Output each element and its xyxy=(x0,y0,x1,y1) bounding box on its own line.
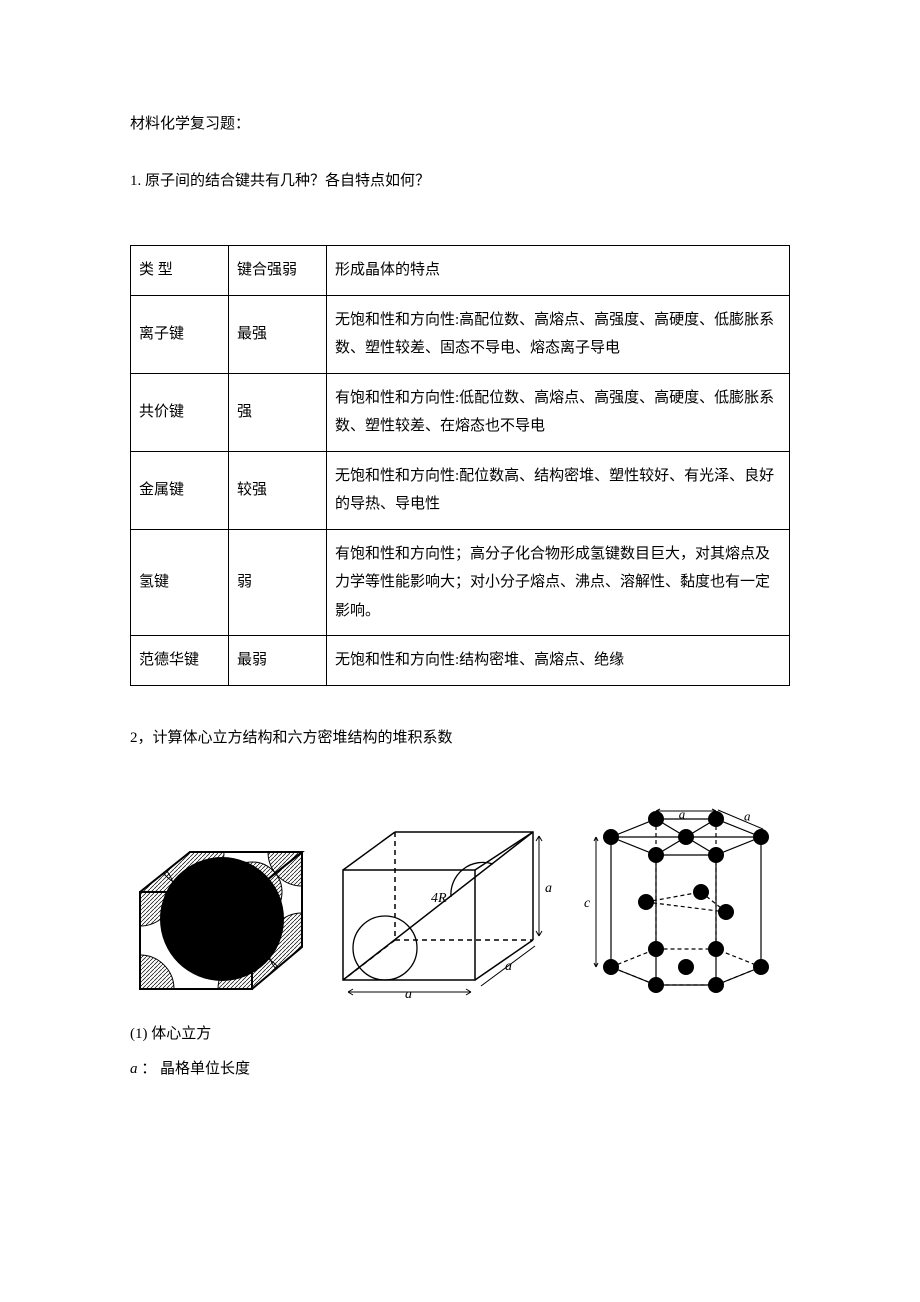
cell-strength: 强 xyxy=(229,373,327,451)
cell-features: 无饱和性和方向性:结构密堆、高熔点、绝缘 xyxy=(327,636,790,686)
bonds-table: 类 型 键合强弱 形成晶体的特点 离子键 最强 无饱和性和方向性:高配位数、高熔… xyxy=(130,245,790,686)
bcc-shaded-icon xyxy=(130,837,315,1002)
table-row: 共价键 强 有饱和性和方向性:低配位数、高熔点、高强度、高硬度、低膨胀系数、塑性… xyxy=(131,373,790,451)
cell-strength: 最弱 xyxy=(229,636,327,686)
question-2: 2，计算体心立方结构和六方密堆结构的堆积系数 xyxy=(130,724,790,753)
sub-2: a ： 晶格单位长度 xyxy=(130,1055,790,1084)
figure-bcc-shaded xyxy=(130,837,315,1002)
cell-features: 无饱和性和方向性:高配位数、高熔点、高强度、高硬度、低膨胀系数、塑性较差、固态不… xyxy=(327,295,790,373)
cell-type: 范德华键 xyxy=(131,636,229,686)
label-a-top1: a xyxy=(679,807,686,822)
cell-strength: 最强 xyxy=(229,295,327,373)
figure-bcc-wireframe: 4R a a a xyxy=(323,822,558,1002)
col-header-features: 形成晶体的特点 xyxy=(327,246,790,296)
table-row: 离子键 最强 无饱和性和方向性:高配位数、高熔点、高强度、高硬度、低膨胀系数、塑… xyxy=(131,295,790,373)
figures-row: 4R a a a xyxy=(130,807,790,1002)
var-a: a xyxy=(130,1061,138,1077)
cell-strength: 较强 xyxy=(229,451,327,529)
cell-strength: 弱 xyxy=(229,529,327,636)
hcp-icon: a a c xyxy=(566,807,781,1002)
sub-1: (1) 体心立方 xyxy=(130,1020,790,1049)
label-a-right: a xyxy=(545,881,552,896)
cell-type: 共价键 xyxy=(131,373,229,451)
table-row: 金属键 较强 无饱和性和方向性:配位数高、结构密堆、塑性较好、有光泽、良好的导热… xyxy=(131,451,790,529)
figure-hcp: a a c xyxy=(566,807,781,1002)
cell-type: 离子键 xyxy=(131,295,229,373)
label-a-top2: a xyxy=(744,809,751,824)
label-c: c xyxy=(584,896,591,911)
table-header-row: 类 型 键合强弱 形成晶体的特点 xyxy=(131,246,790,296)
col-header-strength: 键合强弱 xyxy=(229,246,327,296)
cell-features: 有饱和性和方向性:低配位数、高熔点、高强度、高硬度、低膨胀系数、塑性较差、在熔态… xyxy=(327,373,790,451)
sub-2-rest: ： 晶格单位长度 xyxy=(138,1061,251,1077)
label-4r: 4R xyxy=(431,891,447,906)
bcc-wireframe-icon: 4R a a a xyxy=(323,822,558,1002)
doc-title: 材料化学复习题： xyxy=(130,110,790,139)
cell-type: 氢键 xyxy=(131,529,229,636)
label-a-bottom: a xyxy=(405,987,412,1002)
col-header-type: 类 型 xyxy=(131,246,229,296)
cell-features: 无饱和性和方向性:配位数高、结构密堆、塑性较好、有光泽、良好的导热、导电性 xyxy=(327,451,790,529)
table-row: 范德华键 最弱 无饱和性和方向性:结构密堆、高熔点、绝缘 xyxy=(131,636,790,686)
table-row: 氢键 弱 有饱和性和方向性；高分子化合物形成氢键数目巨大，对其熔点及力学等性能影… xyxy=(131,529,790,636)
label-a-bottomright: a xyxy=(505,959,512,974)
cell-features: 有饱和性和方向性；高分子化合物形成氢键数目巨大，对其熔点及力学等性能影响大；对小… xyxy=(327,529,790,636)
cell-type: 金属键 xyxy=(131,451,229,529)
question-1: 1. 原子间的结合键共有几种？各自特点如何？ xyxy=(130,167,790,196)
